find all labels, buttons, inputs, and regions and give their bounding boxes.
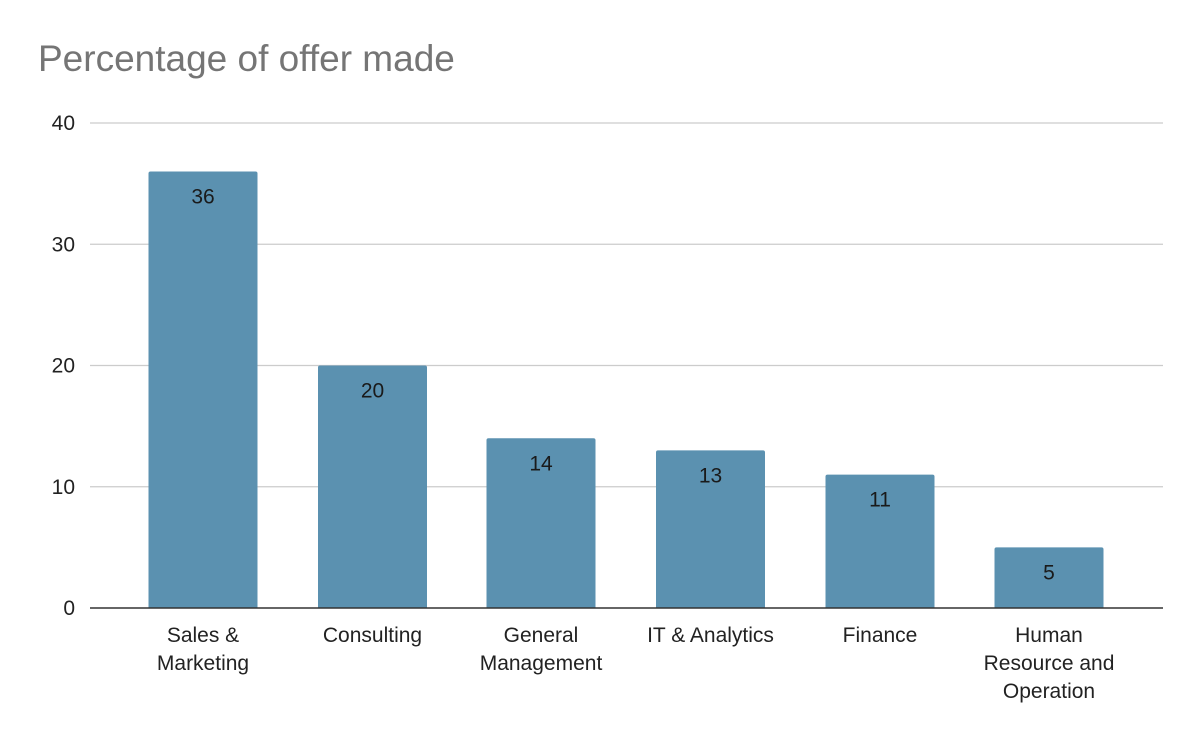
data-label: 13 <box>699 464 722 487</box>
bar <box>825 474 935 608</box>
bar <box>994 547 1104 608</box>
x-tick-label: Finance <box>843 624 918 647</box>
bar <box>486 438 596 608</box>
x-tick-label: IT & Analytics <box>647 624 774 647</box>
y-tick-label: 40 <box>52 112 75 135</box>
chart-title: Percentage of offer made <box>38 38 455 79</box>
data-label: 11 <box>869 489 891 512</box>
y-tick-label: 0 <box>63 597 75 620</box>
data-label: 5 <box>1043 561 1055 584</box>
x-tick-label: Sales & Marketing <box>157 624 249 675</box>
data-label: 20 <box>361 380 384 403</box>
x-tick-label: Human Resource and Operation <box>984 624 1115 703</box>
data-label: 36 <box>191 186 214 209</box>
x-tick-label: Consulting <box>323 624 422 647</box>
y-tick-label: 20 <box>52 355 75 378</box>
bar <box>318 365 427 608</box>
bar <box>656 450 765 608</box>
y-tick-label: 10 <box>52 476 75 499</box>
x-tick-label: General Management <box>480 624 603 675</box>
bar <box>148 171 258 608</box>
y-tick-label: 30 <box>52 233 75 256</box>
data-label: 14 <box>529 452 553 475</box>
